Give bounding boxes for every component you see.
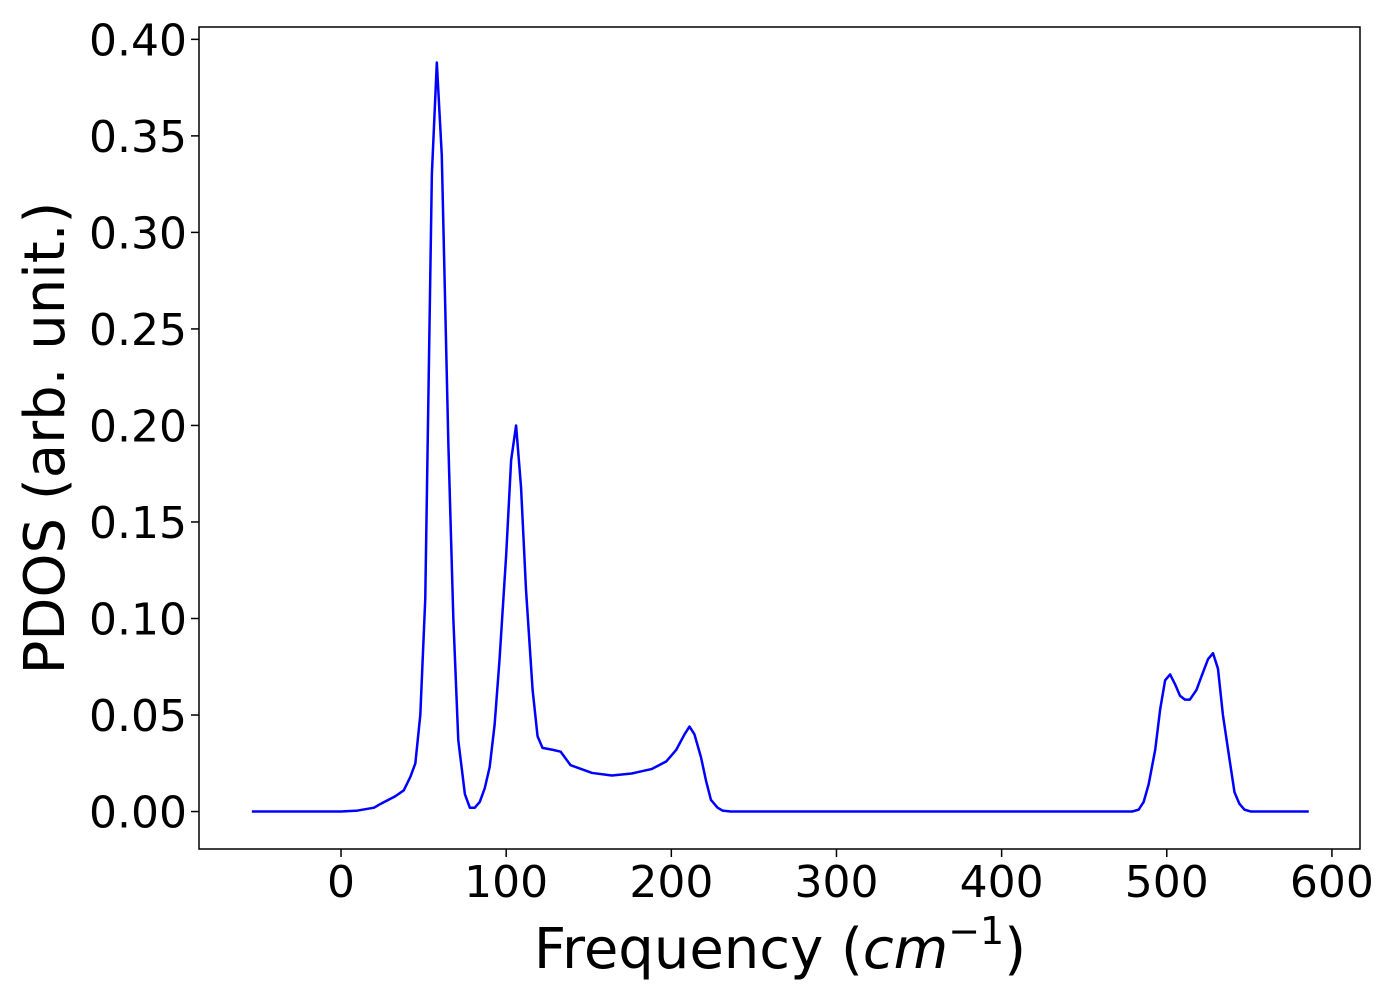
y-axis-label: PDOS (arb. unit.) <box>13 202 78 675</box>
x-label-part: ) <box>1004 917 1026 982</box>
x-tick-label: 200 <box>629 857 713 908</box>
y-tick-label: 0.10 <box>89 595 187 646</box>
x-tick-label: 300 <box>794 857 878 908</box>
x-tick-label: 100 <box>464 857 548 908</box>
x-tick-label: 500 <box>1125 857 1209 908</box>
y-tick-label: 0.30 <box>89 208 187 259</box>
y-tick-label: 0.40 <box>89 15 187 66</box>
y-tick-label: 0.20 <box>89 401 187 452</box>
x-label-part: Frequency ( <box>534 917 863 982</box>
y-tick-label: 0.35 <box>89 112 187 163</box>
x-tick-label: 600 <box>1290 857 1374 908</box>
x-tick-label: 400 <box>960 857 1044 908</box>
y-tick-label: 0.00 <box>89 788 187 839</box>
x-tick-label: 0 <box>327 857 355 908</box>
y-tick-label: 0.25 <box>89 305 187 356</box>
y-tick-label: 0.05 <box>89 691 187 742</box>
x-label-part: −1 <box>948 909 1004 953</box>
plot-frame <box>198 26 1361 850</box>
y-tick-label: 0.15 <box>89 498 187 549</box>
x-axis-label: Frequency (cm−1) <box>534 909 1026 982</box>
x-label-part: cm <box>863 917 948 982</box>
line-series <box>251 61 1309 813</box>
